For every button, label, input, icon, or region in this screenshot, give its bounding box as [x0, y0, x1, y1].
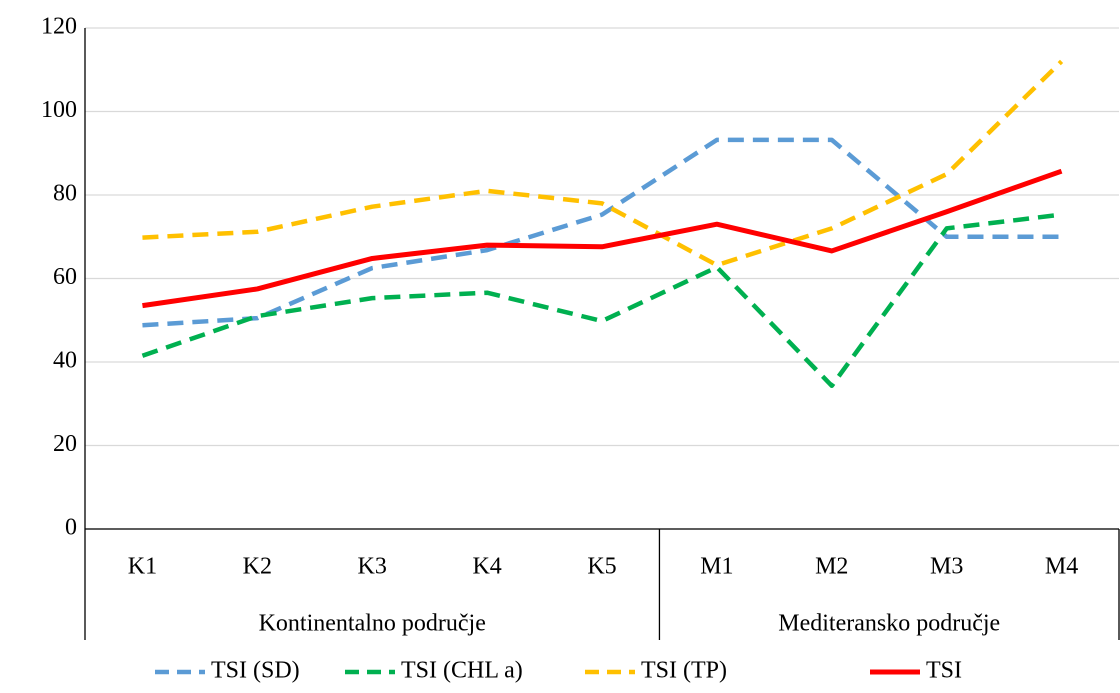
- series-line: [142, 168, 1063, 309]
- series-line: [142, 137, 1062, 328]
- x-tick-label: K2: [243, 554, 272, 580]
- series-line: [141, 212, 1062, 389]
- series-line: [142, 59, 1064, 268]
- x-tick-label: K4: [472, 554, 501, 580]
- x-tick-label: K1: [128, 554, 157, 580]
- y-tick-label: 0: [65, 515, 77, 541]
- y-tick-label: 40: [53, 348, 77, 374]
- legend-label: TSI (SD): [211, 658, 300, 684]
- group-label: Mediteransko područje: [778, 611, 1000, 637]
- x-tick-label: M3: [930, 554, 963, 580]
- legend-label: TSI (TP): [641, 658, 727, 684]
- x-tick-label: M4: [1045, 554, 1078, 580]
- y-tick-label: 20: [53, 431, 77, 457]
- y-tick-label: 60: [53, 264, 77, 290]
- x-tick-label: M1: [700, 554, 733, 580]
- x-tick-label: M2: [815, 554, 848, 580]
- x-tick-label: K5: [587, 554, 616, 580]
- legend-label: TSI: [926, 658, 962, 684]
- y-tick-label: 120: [41, 14, 77, 40]
- group-label: Kontinentalno područje: [259, 611, 486, 637]
- legend-label: TSI (CHL a): [401, 658, 523, 684]
- y-tick-label: 80: [53, 181, 77, 207]
- y-tick-label: 100: [41, 97, 77, 123]
- x-tick-label: K3: [358, 554, 387, 580]
